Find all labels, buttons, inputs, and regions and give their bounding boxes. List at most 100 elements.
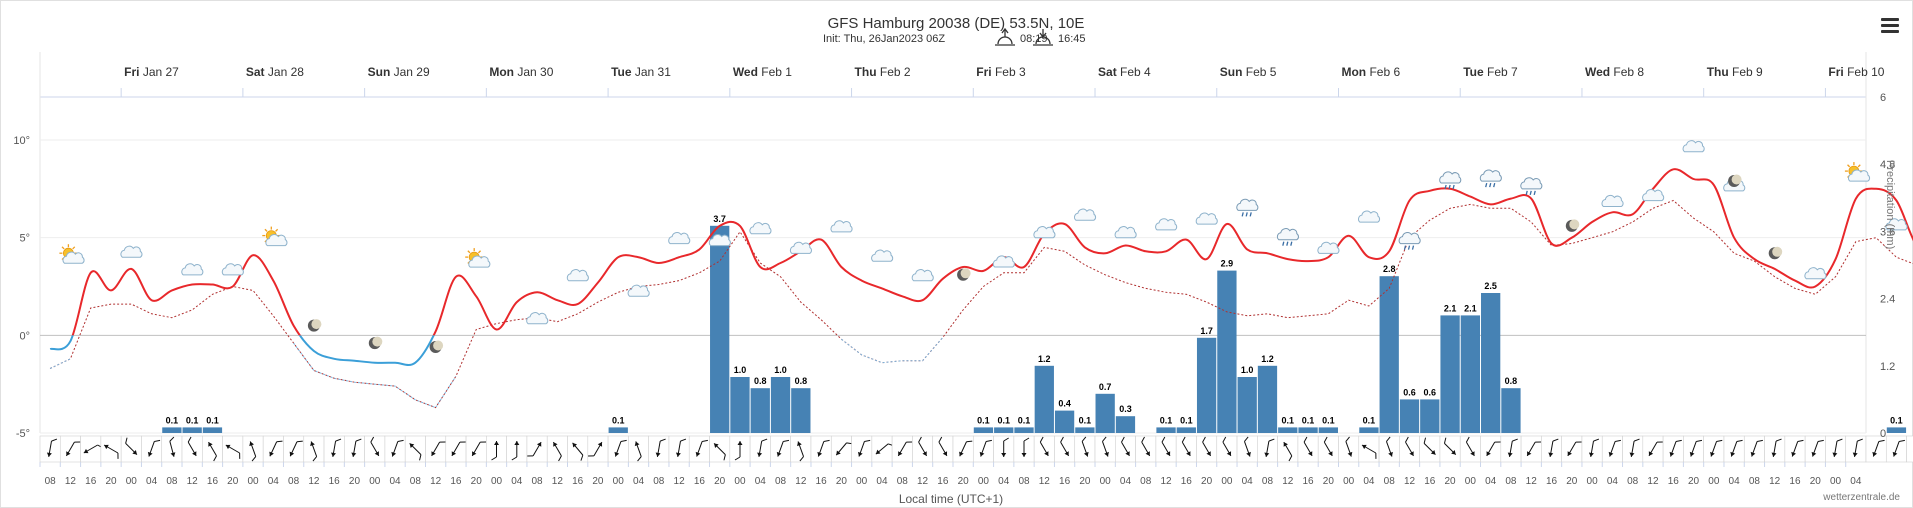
hour-label: 12 <box>1404 476 1416 487</box>
cloud-shape <box>1317 241 1340 254</box>
cloud-icon <box>992 255 1015 268</box>
wind-barb <box>103 444 119 459</box>
wind-barb <box>1648 441 1663 457</box>
hour-label: 00 <box>1221 476 1233 487</box>
precip-value-label: 0.1 <box>1890 415 1903 425</box>
credit-text: wetterzentrale.de <box>1822 492 1900 503</box>
precip-bar <box>1460 315 1481 433</box>
wind-barb <box>147 439 161 457</box>
wind-feather <box>439 441 446 443</box>
wind-arrowhead <box>695 451 701 457</box>
wind-barb <box>734 441 743 461</box>
sun-cloud-icon <box>262 226 288 247</box>
sun-cloud-icon <box>59 244 85 264</box>
wind-barb <box>614 439 627 457</box>
wind-feather <box>1003 437 1009 442</box>
wind-arrowhead <box>553 442 558 447</box>
moon-icon <box>1768 246 1783 260</box>
precip-bar <box>1075 427 1095 433</box>
day-label-dow: Fri <box>124 65 139 79</box>
wind-barb <box>527 441 542 457</box>
cloud-icon <box>871 249 894 262</box>
cloud-icon <box>1033 226 1056 239</box>
hour-label: 16 <box>1546 476 1558 487</box>
wind-barb <box>797 441 805 462</box>
hour-label: 16 <box>207 476 219 487</box>
cloud-shape <box>1642 189 1665 202</box>
wind-feather <box>1615 439 1621 442</box>
rain-drop <box>1286 241 1289 246</box>
wind-barb <box>675 438 687 457</box>
cloud-shape <box>1682 140 1705 153</box>
cloud-shape <box>789 241 812 254</box>
cloud-icon <box>120 245 143 258</box>
wind-arrowhead <box>1629 452 1635 457</box>
cloud-shape <box>708 234 731 247</box>
precip-value-label: 0.1 <box>1282 415 1295 425</box>
precip-bar <box>1440 315 1460 433</box>
precip-bar <box>1156 427 1176 433</box>
rain-drop <box>1444 184 1447 190</box>
wind-barb <box>1283 441 1293 462</box>
hour-label: 12 <box>308 476 320 487</box>
wind-feather <box>588 455 594 457</box>
rain-cloud-icon <box>1276 228 1299 246</box>
day-label-date: Jan 29 <box>390 65 430 79</box>
cloud-shape <box>62 251 85 264</box>
day-label-dow: Wed <box>733 65 758 79</box>
wind-arrowhead <box>1872 451 1878 457</box>
wind-arrowhead <box>1832 452 1838 457</box>
wind-arrowhead <box>269 451 274 457</box>
wind-arrowhead <box>1648 451 1654 456</box>
wind-feather <box>1323 436 1328 443</box>
day-label-date: Jan 27 <box>139 65 179 79</box>
wind-feather <box>1375 452 1377 459</box>
wind-arrowhead <box>1588 452 1594 457</box>
hour-label: 08 <box>775 476 787 487</box>
wind-feather <box>723 454 726 461</box>
hamburger-menu-icon[interactable] <box>1881 18 1899 34</box>
hour-label: 16 <box>450 476 462 487</box>
precip-value-label: 0.1 <box>166 415 179 425</box>
cloud-icon <box>566 269 589 282</box>
precip-bar <box>994 427 1014 433</box>
cloud-icon <box>1155 218 1178 231</box>
wind-arrowhead <box>1283 442 1288 447</box>
wind-arrowhead <box>1567 451 1572 456</box>
wind-barb <box>634 441 642 462</box>
hour-label: 16 <box>816 476 828 487</box>
cloud-shape <box>871 249 894 262</box>
wind-arrowhead <box>1125 451 1130 456</box>
wind-barb <box>1811 439 1824 457</box>
wind-feather <box>1696 439 1703 442</box>
day-label: Sat Feb 4 <box>1098 65 1151 79</box>
temperature-line-below-zero <box>49 335 435 366</box>
precip-bar <box>1278 427 1298 433</box>
hour-label: 00 <box>1100 476 1112 487</box>
moon-icon <box>429 340 444 353</box>
hour-label: 08 <box>1262 476 1274 487</box>
hour-label: 04 <box>389 476 401 487</box>
day-label-dow: Tue <box>1463 65 1484 79</box>
wind-feather <box>1181 436 1186 443</box>
precip-bar <box>1359 427 1379 433</box>
sun-ray <box>1857 164 1861 168</box>
wind-feather <box>1268 438 1275 442</box>
hour-label: 08 <box>1140 476 1152 487</box>
wind-barb <box>351 438 362 457</box>
precip-bar <box>750 388 770 433</box>
hour-label: 04 <box>1363 476 1375 487</box>
day-label: Mon Feb 6 <box>1341 65 1400 79</box>
precip-value-label: 1.0 <box>774 365 787 375</box>
wind-arrowhead <box>310 441 315 447</box>
hour-label: 20 <box>1810 476 1822 487</box>
init-time: Init: Thu, 26Jan2023 06Z <box>823 33 945 45</box>
cloud-shape <box>627 284 650 297</box>
wind-feather <box>1244 436 1249 442</box>
precip-bar <box>1095 393 1115 433</box>
cloud-shape <box>221 263 244 276</box>
wind-barb <box>431 441 446 457</box>
cloud-shape <box>1033 226 1056 239</box>
cloud-icon <box>1358 210 1381 223</box>
wind-feather <box>335 438 342 442</box>
